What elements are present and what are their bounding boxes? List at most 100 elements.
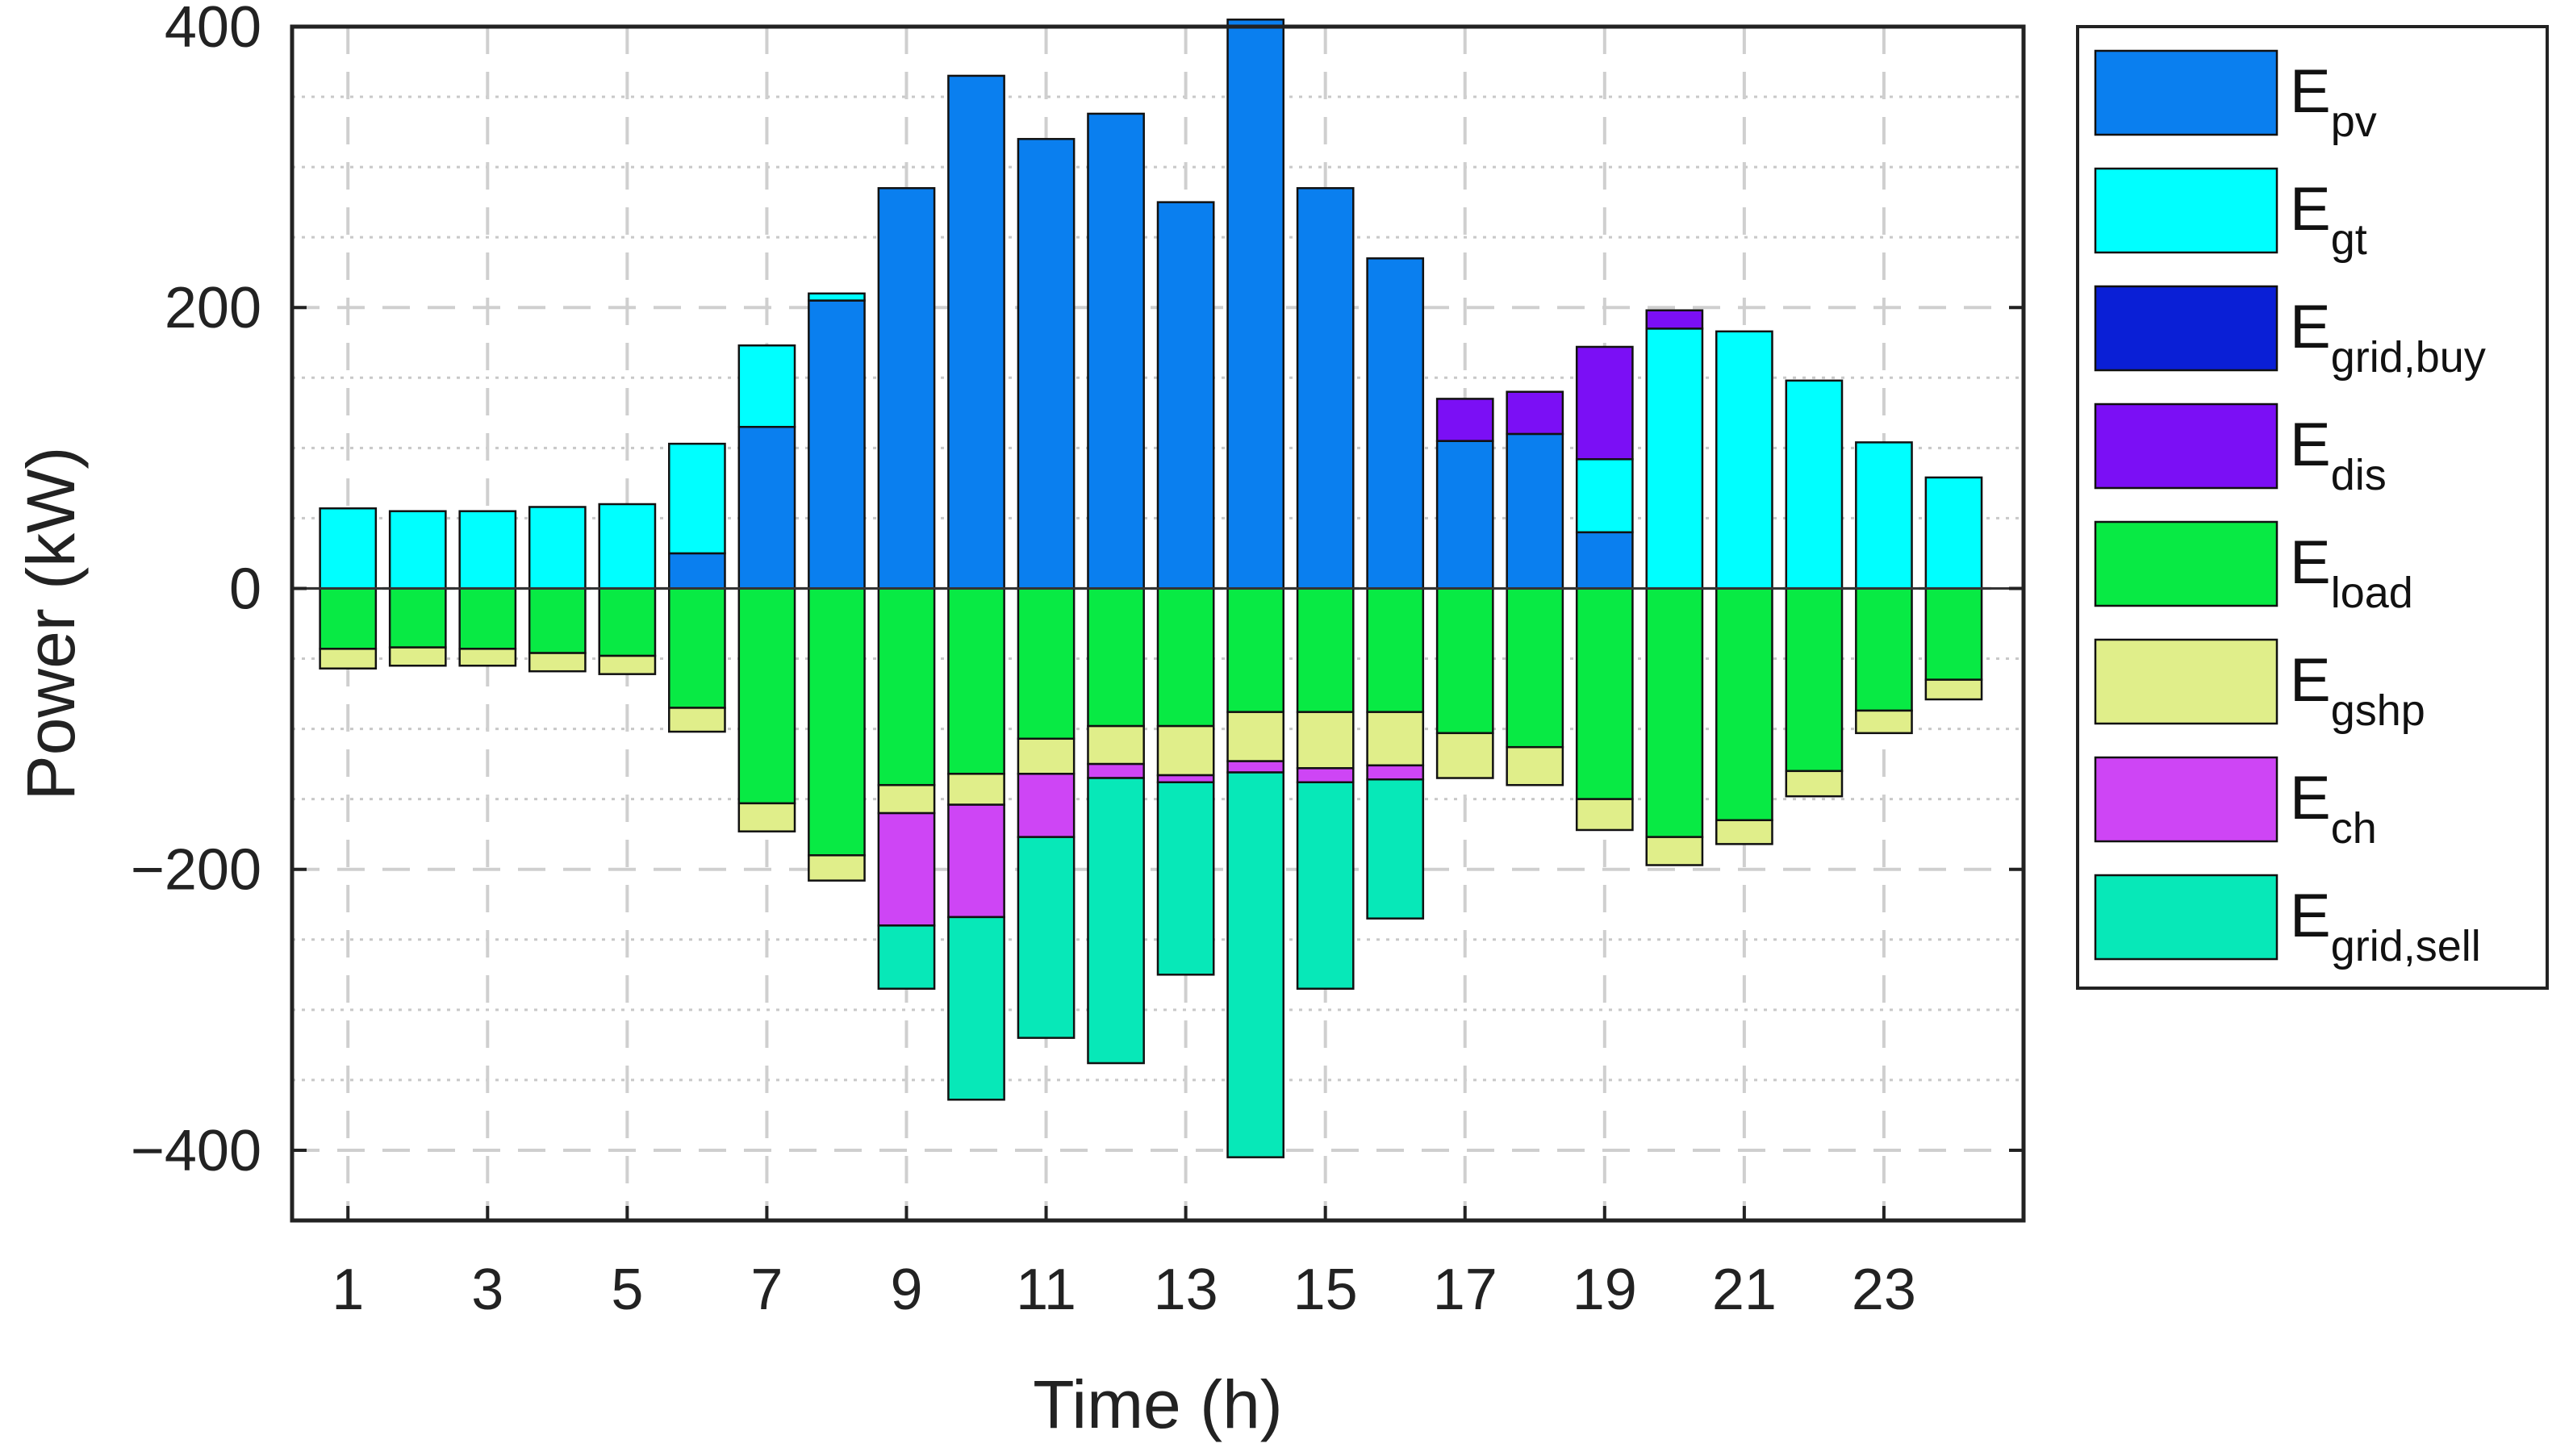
bar-load-t2 bbox=[388, 587, 447, 649]
bar-ch-t12 bbox=[1087, 762, 1145, 779]
bars bbox=[319, 19, 1983, 1158]
bar-load-t9 bbox=[877, 587, 936, 786]
bar-load-t23 bbox=[1855, 587, 1913, 712]
x-tick-label: 21 bbox=[1712, 1258, 1777, 1322]
legend-label-gshp: Egshp bbox=[2290, 646, 2425, 735]
bar-pv-t14 bbox=[1226, 19, 1285, 590]
legend-label-grid-sell: Egrid,sell bbox=[2290, 882, 2481, 970]
bar-grid-sell-t16 bbox=[1366, 778, 1425, 920]
bar-ch-t10 bbox=[947, 803, 1005, 919]
bar-pv-t18 bbox=[1506, 432, 1564, 590]
bar-grid-sell-t12 bbox=[1087, 777, 1145, 1065]
x-axis-title: Time (h) bbox=[1033, 1366, 1283, 1442]
x-tick-label: 23 bbox=[1852, 1258, 1916, 1322]
x-tick-label: 9 bbox=[890, 1258, 922, 1322]
bar-load-t1 bbox=[319, 587, 378, 650]
bar-dis-t20 bbox=[1645, 309, 1704, 330]
bar-gt-t23 bbox=[1855, 441, 1913, 590]
bar-pv-t13 bbox=[1156, 201, 1215, 590]
bar-load-t14 bbox=[1226, 587, 1285, 713]
bar-grid-sell-t14 bbox=[1226, 771, 1285, 1158]
bar-load-t5 bbox=[598, 587, 657, 657]
x-tick-label: 1 bbox=[332, 1258, 364, 1322]
x-tick-label: 11 bbox=[1016, 1258, 1076, 1322]
bar-gt-t19 bbox=[1575, 458, 1634, 534]
bar-pv-t12 bbox=[1087, 112, 1145, 590]
bar-load-t12 bbox=[1087, 587, 1145, 728]
bar-gshp-t3 bbox=[458, 648, 517, 667]
bar-gshp-t21 bbox=[1715, 819, 1773, 845]
bar-load-t13 bbox=[1156, 587, 1215, 728]
bar-load-t10 bbox=[947, 587, 1005, 775]
bar-gt-t22 bbox=[1785, 379, 1844, 590]
bar-gshp-t2 bbox=[388, 646, 447, 667]
bar-gt-t21 bbox=[1715, 330, 1773, 590]
bar-pv-t8 bbox=[808, 299, 866, 590]
bar-gshp-t18 bbox=[1506, 745, 1564, 786]
bar-gshp-t6 bbox=[668, 707, 726, 733]
bar-gshp-t8 bbox=[808, 854, 866, 882]
y-tick-label: 400 bbox=[165, 0, 261, 60]
bar-pv-t7 bbox=[737, 425, 796, 590]
bar-grid-sell-t9 bbox=[877, 924, 936, 990]
bar-gt-t2 bbox=[388, 510, 447, 590]
bar-dis-t19 bbox=[1575, 345, 1634, 461]
bar-gshp-t1 bbox=[319, 648, 378, 670]
bar-load-t19 bbox=[1575, 587, 1634, 800]
bar-pv-t10 bbox=[947, 74, 1005, 590]
y-tick-label: 200 bbox=[165, 276, 261, 340]
bar-gshp-t16 bbox=[1366, 711, 1425, 767]
bar-load-t4 bbox=[528, 587, 587, 654]
bar-grid-sell-t11 bbox=[1017, 836, 1076, 1039]
bar-load-t8 bbox=[808, 587, 866, 857]
bar-gshp-t13 bbox=[1156, 724, 1215, 777]
bar-load-t3 bbox=[458, 587, 517, 650]
bar-gt-t8 bbox=[808, 292, 866, 302]
bar-load-t24 bbox=[1924, 587, 1983, 681]
bar-grid-sell-t15 bbox=[1296, 781, 1355, 990]
x-tick-label: 5 bbox=[611, 1258, 643, 1322]
bar-gshp-t11 bbox=[1017, 737, 1076, 775]
bar-gshp-t22 bbox=[1785, 770, 1844, 798]
bar-gshp-t23 bbox=[1855, 709, 1913, 735]
legend-swatch-load bbox=[2094, 520, 2279, 607]
bar-ch-t9 bbox=[877, 811, 936, 927]
bar-gshp-t24 bbox=[1924, 678, 1983, 701]
bar-gshp-t7 bbox=[737, 802, 796, 832]
bar-ch-t15 bbox=[1296, 767, 1355, 784]
bar-gt-t7 bbox=[737, 344, 796, 428]
bar-load-t7 bbox=[737, 587, 796, 805]
bar-load-t18 bbox=[1506, 587, 1564, 749]
plot-frame bbox=[290, 24, 2026, 1223]
x-tick-label: 15 bbox=[1293, 1258, 1358, 1322]
bar-gshp-t17 bbox=[1435, 732, 1494, 779]
bar-load-t20 bbox=[1645, 587, 1704, 838]
bar-load-t6 bbox=[668, 587, 726, 709]
x-tick-label: 19 bbox=[1573, 1258, 1637, 1322]
legend-label-dis: Edis bbox=[2290, 411, 2387, 499]
legend-swatch-gt bbox=[2094, 167, 2279, 254]
bar-gshp-t14 bbox=[1226, 711, 1285, 762]
legend-label-ch: Ech bbox=[2290, 764, 2377, 853]
bar-gshp-t19 bbox=[1575, 798, 1634, 832]
bar-gt-t1 bbox=[319, 507, 378, 590]
bar-gt-t6 bbox=[668, 442, 726, 555]
bar-load-t15 bbox=[1296, 587, 1355, 713]
x-tick-label: 13 bbox=[1154, 1258, 1218, 1322]
bar-grid-sell-t10 bbox=[947, 916, 1005, 1101]
legend-swatch-pv bbox=[2094, 49, 2279, 136]
bar-ch-t11 bbox=[1017, 773, 1076, 838]
legend-swatch-ch bbox=[2094, 756, 2279, 843]
bar-load-t22 bbox=[1785, 587, 1844, 773]
bar-gshp-t4 bbox=[528, 652, 587, 673]
bar-pv-t19 bbox=[1575, 531, 1634, 590]
bar-ch-t13 bbox=[1156, 774, 1215, 784]
bar-dis-t18 bbox=[1506, 390, 1564, 436]
legend-label-pv: Epv bbox=[2290, 57, 2377, 146]
bar-gt-t24 bbox=[1924, 476, 1983, 590]
y-tick-label: −400 bbox=[131, 1119, 261, 1183]
bar-load-t11 bbox=[1017, 587, 1076, 741]
bar-load-t17 bbox=[1435, 587, 1494, 735]
